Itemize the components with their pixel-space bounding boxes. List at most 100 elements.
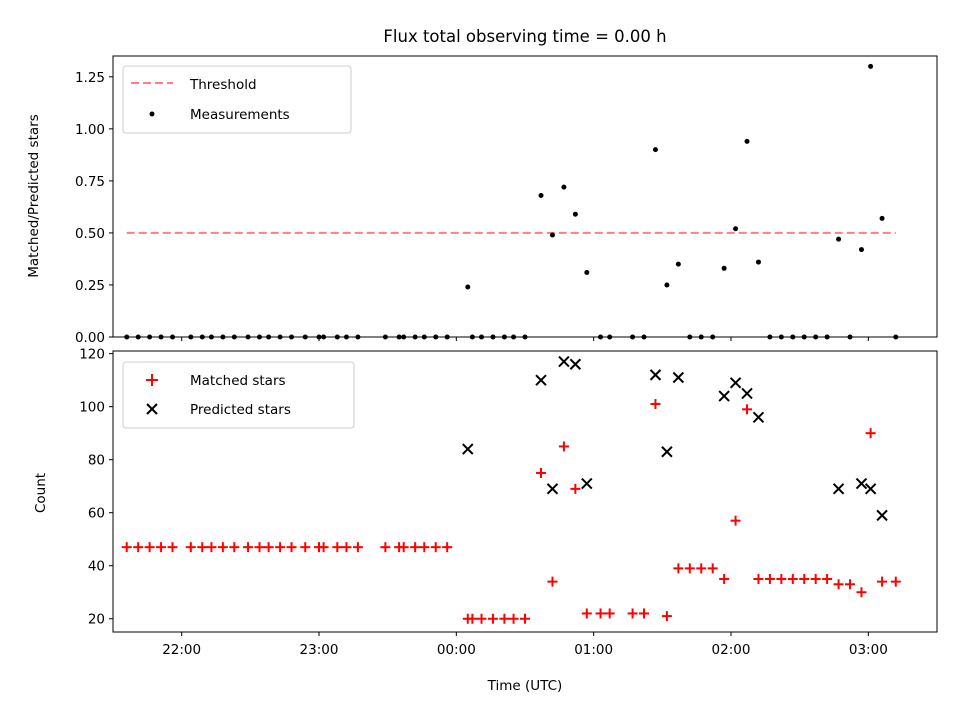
measurement-point (598, 334, 604, 340)
predicted-star-point (752, 411, 765, 423)
matched-star-point (877, 576, 888, 587)
bottom-y-tick-label: 40 (88, 559, 105, 575)
predicted-star-point (546, 483, 559, 495)
measurement-point (538, 192, 544, 198)
matched-star-point (156, 542, 167, 553)
matched-star-point (776, 573, 787, 584)
measurement-point (893, 334, 899, 340)
measurement-point (334, 334, 340, 340)
bottom-y-tick-label: 120 (79, 347, 105, 363)
measurement-point (401, 334, 407, 340)
matched-star-point (764, 573, 775, 584)
matched-star-point (673, 563, 684, 574)
predicted-star-point (718, 390, 730, 402)
measurement-point (147, 334, 153, 340)
matched-star-point (263, 542, 274, 553)
matched-star-point (845, 579, 856, 590)
measurement-point (755, 259, 761, 265)
measurement-point (767, 334, 773, 340)
matched-star-point (753, 573, 764, 584)
measurement-point (490, 334, 496, 340)
measurement-point (231, 334, 237, 340)
measurement-point (801, 334, 807, 340)
measurement-point (858, 247, 864, 253)
predicted-star-point (462, 443, 474, 455)
top-y-tick-label: 0.75 (75, 174, 105, 190)
measurement-point (733, 226, 739, 232)
predicted-star-point (876, 509, 888, 522)
bottom-y-tick-label: 20 (88, 612, 105, 628)
measurement-point (444, 334, 450, 340)
top-y-tick-label: 1.25 (75, 70, 105, 86)
top-y-tick-label: 0.25 (75, 278, 105, 294)
x-tick-label: 00:00 (437, 642, 476, 658)
matched-star-point (380, 542, 391, 553)
measurement-point (675, 261, 681, 267)
measurement-point (584, 269, 590, 275)
measurement-point (778, 334, 784, 340)
matched-star-point (822, 573, 833, 584)
matched-star-point (684, 563, 695, 574)
bottom-y-tick-label: 80 (88, 453, 105, 469)
measurement-point (710, 334, 716, 340)
measurement-point (879, 215, 885, 221)
measurement-point (522, 334, 528, 340)
matched-star-point (254, 542, 265, 553)
measurement-point (549, 232, 555, 238)
measurement-point (479, 334, 485, 340)
matched-star-point (742, 404, 753, 415)
matched-star-point (810, 573, 821, 584)
matched-star-point (487, 613, 498, 624)
measurement-point (208, 334, 214, 340)
predicted-legend-label: Predicted stars (190, 402, 291, 418)
matched-star-point (536, 467, 547, 478)
matched-star-point (661, 611, 672, 622)
matched-star-point (167, 542, 178, 553)
x-tick-label: 01:00 (574, 642, 613, 658)
matched-star-point (719, 573, 730, 584)
measurements-legend-label: Measurements (190, 107, 290, 123)
predicted-star-point (832, 483, 845, 495)
measurement-point (607, 334, 613, 340)
measurement-point (302, 334, 308, 340)
matched-star-point (300, 542, 311, 553)
matched-star-point (890, 576, 901, 587)
measurement-point (664, 282, 670, 288)
measurement-point (836, 236, 842, 242)
matched-star-point (286, 542, 297, 553)
x-axis-label: Time (UTC) (487, 678, 563, 694)
matched-star-point (604, 608, 615, 619)
predicted-legend-swatch (146, 403, 158, 415)
measurement-point (813, 334, 819, 340)
matched-legend-swatch (146, 374, 158, 386)
measurement-point (316, 334, 322, 340)
measurement-point (421, 334, 427, 340)
measurement-point (641, 334, 647, 340)
top-y-tick-label: 1.00 (75, 122, 105, 138)
matched-star-point (144, 542, 155, 553)
matched-star-point (639, 608, 650, 619)
x-tick-label: 03:00 (849, 642, 888, 658)
matched-star-point (185, 542, 196, 553)
measurement-point (412, 334, 418, 340)
measurement-point (396, 334, 402, 340)
measurement-point (572, 211, 578, 217)
matched-star-point (499, 613, 510, 624)
matched-star-point (865, 428, 876, 439)
bottom-y-axis-label: Count (33, 473, 49, 513)
bottom-y-tick-label: 60 (88, 506, 105, 522)
measurement-point (266, 334, 272, 340)
matched-star-point (275, 542, 286, 553)
measurement-point (698, 334, 704, 340)
measurement-point (355, 334, 361, 340)
measurement-point (687, 334, 693, 340)
matched-star-point (121, 542, 132, 553)
measurement-point (790, 334, 796, 340)
top-plot-area: 0.00 0.25 0.50 0.75 1.00 1.25 (75, 55, 938, 346)
bottom-plot-area: 20 40 60 80 100 120 22:00 23:00 00:00 01:00 02:00 0… (79, 347, 938, 658)
predicted-star-point (729, 377, 742, 389)
predicted-star-point (558, 355, 570, 368)
matched-star-point (217, 542, 228, 553)
predicted-star-point (649, 369, 662, 381)
measurement-point (245, 334, 251, 340)
